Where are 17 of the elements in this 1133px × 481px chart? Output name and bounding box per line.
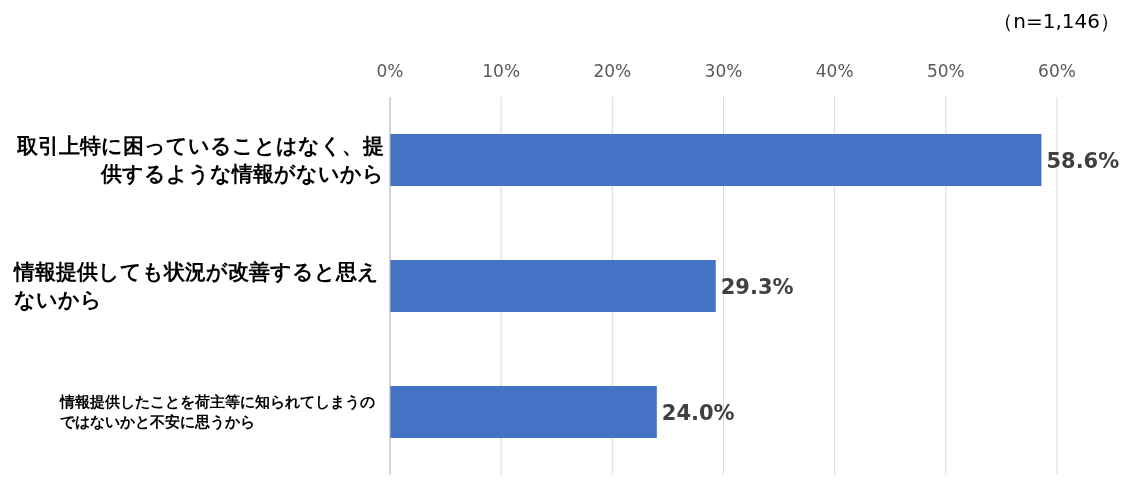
x-tick-label: 0% — [376, 61, 404, 81]
data-label: 24.0% — [661, 401, 735, 425]
text: （n=1,146） — [993, 9, 1120, 33]
x-tick-label: 40% — [815, 61, 854, 81]
bar — [390, 386, 657, 438]
bar — [390, 260, 716, 312]
x-tick-label: 30% — [704, 61, 743, 81]
x-tick-label: 60% — [1038, 61, 1076, 81]
x-tick-label: 20% — [593, 61, 632, 81]
x-tick-label: 50% — [926, 61, 965, 81]
bar — [390, 134, 1042, 186]
x-tick-label: 10% — [482, 61, 521, 81]
y-tick-label: 情報提供しても状況が改善すると思えないから — [14, 258, 380, 314]
data-label: 58.6% — [1046, 149, 1120, 173]
y-tick-label: 取引上特に困っていることはなく、提供するような情報がないから — [16, 132, 384, 188]
data-label: 29.3% — [720, 275, 794, 299]
y-tick-label: 情報提供したことを荷主等に知られてしまうのではないかと不安に思うから — [60, 391, 376, 432]
